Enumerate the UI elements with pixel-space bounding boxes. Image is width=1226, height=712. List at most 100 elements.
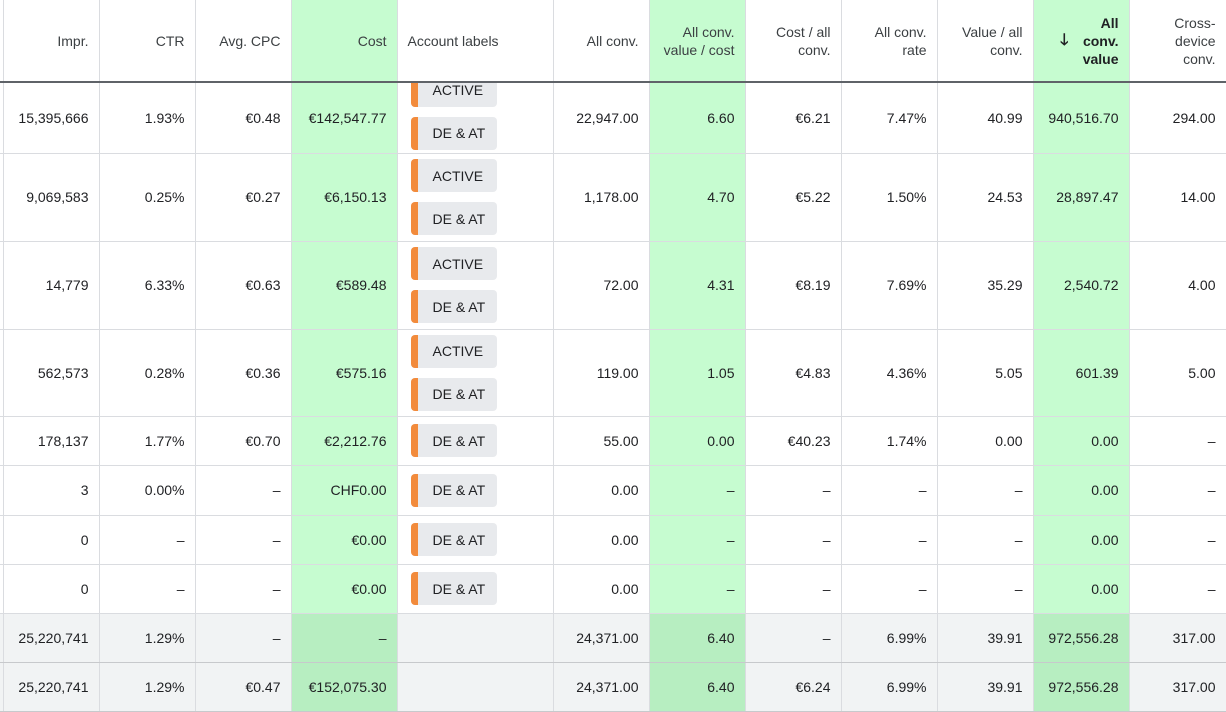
cell-all-conv: 22,947.00 bbox=[553, 82, 650, 154]
summary-cell-cross-device-conv: 317.00 bbox=[1129, 662, 1226, 712]
cell-impr: 562,573 bbox=[3, 329, 100, 417]
header-cost[interactable]: Cost bbox=[291, 0, 398, 83]
header-all-conv-value-cost[interactable]: All conv. value / cost bbox=[649, 0, 746, 83]
cell-account-labels[interactable]: ACTIVE DE & AT bbox=[397, 82, 554, 154]
cell-ctr: 1.77% bbox=[99, 416, 196, 466]
cell-cross-device-conv: 294.00 bbox=[1129, 82, 1226, 154]
summary-cell-impr: 25,220,741 bbox=[3, 662, 100, 712]
cell-all-conv-rate: – bbox=[841, 564, 938, 614]
cell-cross-device-conv: 14.00 bbox=[1129, 153, 1226, 242]
cell-all-conv-value-cost: 6.60 bbox=[649, 82, 746, 154]
account-label-chip[interactable]: DE & AT bbox=[410, 523, 497, 556]
summary-cell-all-conv-value: 972,556.28 bbox=[1033, 613, 1130, 663]
summary-cell-account-labels bbox=[397, 613, 554, 663]
header-all-conv-value[interactable]: 🡓 All conv. value bbox=[1033, 0, 1130, 83]
table-row[interactable]: 0– – €0.00 DE & AT 0.00– – – –0.00– bbox=[0, 515, 1226, 565]
account-label-chip[interactable]: DE & AT bbox=[410, 290, 497, 323]
header-value-all-conv[interactable]: Value / all conv. bbox=[937, 0, 1034, 83]
account-label-chip[interactable]: DE & AT bbox=[410, 116, 497, 150]
table-row[interactable]: 14,779 6.33% €0.63 €589.48 ACTIVE DE & AT 72.0… bbox=[0, 241, 1226, 330]
header-ctr[interactable]: CTR bbox=[99, 0, 196, 83]
account-label-chip[interactable]: ACTIVE bbox=[410, 82, 497, 107]
cell-all-conv-value: 601.39 bbox=[1033, 329, 1130, 417]
summary-cell-all-conv-rate: 6.99% bbox=[841, 662, 938, 712]
cell-cost-all-conv: – bbox=[745, 515, 842, 565]
cell-all-conv-value: 0.00 bbox=[1033, 416, 1130, 466]
cell-all-conv-rate: – bbox=[841, 465, 938, 516]
header-impr[interactable]: Impr. bbox=[3, 0, 100, 83]
summary-cell-value-all-conv: 39.91 bbox=[937, 662, 1034, 712]
cell-all-conv-rate: 7.47% bbox=[841, 82, 938, 154]
cell-all-conv-rate: – bbox=[841, 515, 938, 565]
cell-cost: €6,150.13 bbox=[291, 153, 398, 242]
cell-all-conv-rate: 4.36% bbox=[841, 329, 938, 417]
cell-cross-device-conv: – bbox=[1129, 416, 1226, 466]
table-row[interactable]: 562,573 0.28% €0.36 €575.16 ACTIVE DE & AT 119… bbox=[0, 329, 1226, 417]
account-label-chip[interactable]: ACTIVE bbox=[410, 159, 497, 192]
account-label-chip[interactable]: ACTIVE bbox=[410, 247, 497, 280]
account-label-chip[interactable]: DE & AT bbox=[410, 202, 497, 235]
cell-cost: €575.16 bbox=[291, 329, 398, 417]
cell-impr: 15,395,666 bbox=[3, 82, 100, 154]
header-all-conv-rate[interactable]: All conv. rate bbox=[841, 0, 938, 83]
account-label-chip[interactable]: DE & AT bbox=[410, 473, 497, 507]
header-all-conv[interactable]: All conv. bbox=[553, 0, 650, 83]
summary-cell-account-labels bbox=[397, 662, 554, 712]
table-row[interactable]: 15,395,666 1.93% €0.48 €142,547.77 ACTIVE DE … bbox=[0, 82, 1226, 154]
cell-account-labels[interactable]: ACTIVE DE & AT bbox=[397, 241, 554, 330]
row-lead bbox=[0, 329, 4, 417]
summary-cell-all-conv-rate: 6.99% bbox=[841, 613, 938, 663]
cell-value-all-conv: 0.00 bbox=[937, 416, 1034, 466]
cell-account-labels[interactable]: DE & AT bbox=[397, 416, 554, 466]
account-label-chip[interactable]: ACTIVE bbox=[410, 334, 497, 368]
header-avg-cpc[interactable]: Avg. CPC bbox=[195, 0, 292, 83]
cell-cost-all-conv: – bbox=[745, 564, 842, 614]
cell-ctr: – bbox=[99, 564, 196, 614]
cell-all-conv: 119.00 bbox=[553, 329, 650, 417]
cell-account-labels[interactable]: ACTIVE DE & AT bbox=[397, 329, 554, 417]
cell-account-labels[interactable]: DE & AT bbox=[397, 564, 554, 614]
cell-value-all-conv: – bbox=[937, 515, 1034, 565]
cell-impr: 0 bbox=[3, 515, 100, 565]
cell-avg-cpc: – bbox=[195, 515, 292, 565]
header-cross-device-conv[interactable]: Cross-device conv. bbox=[1129, 0, 1226, 83]
cell-impr: 178,137 bbox=[3, 416, 100, 466]
account-label-chip[interactable]: DE & AT bbox=[410, 377, 497, 411]
cell-all-conv-rate: 7.69% bbox=[841, 241, 938, 330]
account-label-chip[interactable]: DE & AT bbox=[410, 572, 497, 605]
table-row[interactable]: 178,137 1.77% €0.70 €2,212.76 DE & AT 55.00 0.… bbox=[0, 416, 1226, 466]
cell-all-conv-value-cost: 1.05 bbox=[649, 329, 746, 417]
cell-value-all-conv: 24.53 bbox=[937, 153, 1034, 242]
cell-account-labels[interactable]: DE & AT bbox=[397, 465, 554, 516]
row-lead bbox=[0, 153, 4, 242]
cell-all-conv-value: 28,897.47 bbox=[1033, 153, 1130, 242]
summary-cell-avg-cpc: €0.47 bbox=[195, 662, 292, 712]
cell-account-labels[interactable]: DE & AT bbox=[397, 515, 554, 565]
cell-all-conv-value: 2,540.72 bbox=[1033, 241, 1130, 330]
summary-cell-all-conv-value: 972,556.28 bbox=[1033, 662, 1130, 712]
cell-account-labels[interactable]: ACTIVE DE & AT bbox=[397, 153, 554, 242]
arrow-down-icon[interactable]: 🡓 bbox=[1060, 31, 1069, 49]
cell-all-conv-value: 0.00 bbox=[1033, 515, 1130, 565]
cell-all-conv-value-cost: 0.00 bbox=[649, 416, 746, 466]
cell-cross-device-conv: 4.00 bbox=[1129, 241, 1226, 330]
cell-ctr: 6.33% bbox=[99, 241, 196, 330]
cell-all-conv-value-cost: 4.70 bbox=[649, 153, 746, 242]
table-row[interactable]: 3 0.00% – CHF0.00 DE & AT 0.00– – – –0.00– bbox=[0, 465, 1226, 516]
cell-ctr: – bbox=[99, 515, 196, 565]
summary-row: 25,220,741 1.29% – –24,371.00 6.40–6.99% 39.9… bbox=[0, 613, 1226, 663]
cell-cost-all-conv: €5.22 bbox=[745, 153, 842, 242]
cell-all-conv-value: 0.00 bbox=[1033, 465, 1130, 516]
summary-row: 25,220,741 1.29% €0.47 €152,075.30 24,371.00… bbox=[0, 662, 1226, 712]
table-row[interactable]: 0– – €0.00 DE & AT 0.00– – – –0.00– bbox=[0, 564, 1226, 614]
cell-value-all-conv: – bbox=[937, 465, 1034, 516]
account-label-chip[interactable]: DE & AT bbox=[410, 424, 497, 457]
header-account-labels[interactable]: Account labels bbox=[397, 0, 554, 83]
header-all-conv-value-label: All conv. value bbox=[1082, 14, 1119, 67]
cell-cost: €589.48 bbox=[291, 241, 398, 330]
table-row[interactable]: 9,069,583 0.25% €0.27 €6,150.13 ACTIVE DE & A… bbox=[0, 153, 1226, 242]
cell-impr: 14,779 bbox=[3, 241, 100, 330]
cell-avg-cpc: – bbox=[195, 564, 292, 614]
cell-cost-all-conv: – bbox=[745, 465, 842, 516]
header-cost-all-conv[interactable]: Cost / all conv. bbox=[745, 0, 842, 83]
